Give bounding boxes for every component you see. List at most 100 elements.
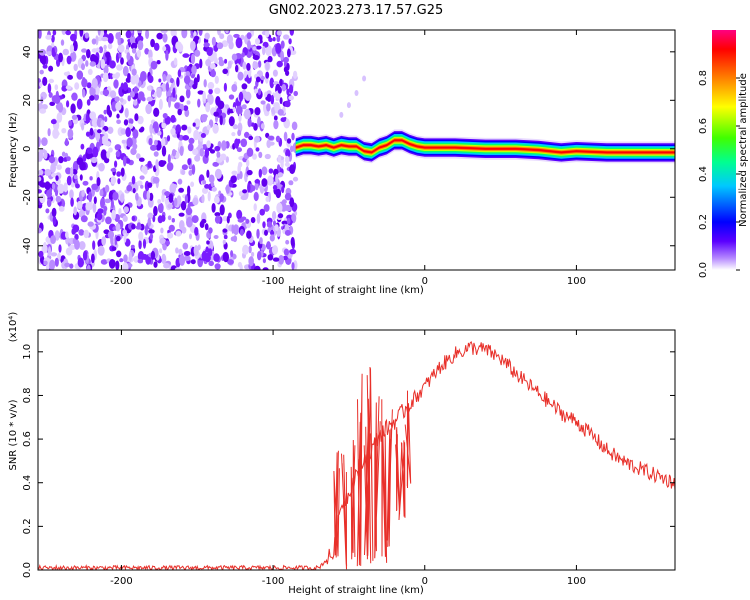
noise-speckle [108, 259, 116, 269]
noise-speckle [55, 195, 62, 203]
noise-speckle [272, 257, 280, 262]
noise-speckle [205, 59, 212, 67]
noise-speckle [142, 238, 147, 249]
noise-speckle [174, 197, 178, 207]
noise-speckle [275, 42, 282, 54]
noise-speckle [191, 65, 197, 75]
noise-speckle [253, 265, 261, 270]
noise-speckle [93, 196, 97, 204]
noise-speckle [80, 215, 88, 223]
noise-speckle [190, 259, 196, 265]
noise-speckle [148, 137, 153, 146]
noise-speckle [186, 100, 191, 105]
noise-speckle [116, 119, 121, 125]
noise-speckle [245, 218, 250, 224]
noise-speckle [286, 138, 292, 144]
noise-speckle [136, 180, 143, 186]
noise-speckle [254, 107, 261, 116]
noise-speckle [76, 98, 83, 110]
noise-speckle [231, 132, 236, 137]
noise-speckle [239, 264, 243, 270]
spectrogram-x-tick-label: -200 [110, 276, 133, 287]
noise-speckle [69, 263, 74, 269]
faint-trace-point [354, 90, 359, 97]
noise-speckle [129, 35, 136, 44]
noise-speckle [265, 196, 270, 202]
noise-speckle [98, 46, 104, 54]
noise-speckle [66, 156, 71, 162]
noise-speckle [147, 182, 153, 189]
noise-speckle [212, 123, 219, 134]
noise-speckle [246, 32, 252, 40]
noise-speckle [110, 199, 114, 209]
noise-speckle [70, 197, 74, 207]
noise-speckle [54, 189, 59, 197]
noise-speckle [289, 248, 297, 255]
noise-speckle [248, 256, 254, 267]
noise-speckle [97, 208, 104, 215]
noise-speckle [81, 63, 85, 71]
noise-speckle [182, 242, 189, 250]
noise-speckle [81, 48, 88, 53]
noise-speckle [70, 33, 77, 42]
noise-speckle [254, 38, 261, 45]
noise-speckle [125, 158, 131, 164]
noise-speckle [39, 69, 44, 75]
noise-speckle [116, 64, 123, 71]
noise-speckle [177, 69, 182, 78]
noise-speckle [190, 40, 196, 51]
noise-speckle [134, 74, 140, 85]
noise-speckle [221, 40, 229, 48]
noise-speckle [80, 143, 85, 150]
noise-speckle [247, 40, 251, 50]
noise-speckle [123, 119, 129, 126]
noise-speckle [248, 135, 254, 141]
noise-speckle [182, 53, 190, 58]
noise-speckle [51, 207, 57, 217]
noise-speckle [153, 261, 158, 268]
noise-speckle [233, 224, 239, 236]
noise-speckle [77, 257, 85, 268]
spectrogram-frame [37, 29, 676, 271]
noise-speckle [214, 263, 221, 270]
noise-speckle [87, 68, 93, 75]
snr-y-tick-label: 0.8 [22, 388, 33, 404]
noise-speckle [108, 147, 113, 153]
noise-speckle [168, 96, 171, 108]
noise-speckle [90, 156, 98, 164]
noise-speckle [91, 77, 98, 89]
noise-speckle [258, 168, 262, 178]
spectrogram-panel: -200 -100 0 100 40 20 0 -20 -40 Height of straig… [8, 29, 676, 296]
noise-speckle [208, 227, 213, 234]
noise-speckle [219, 193, 224, 202]
noise-speckle [211, 36, 216, 47]
noise-speckle [106, 150, 111, 159]
noise-speckle [161, 122, 167, 129]
noise-speckle [89, 127, 94, 136]
noise-speckle [266, 103, 271, 112]
noise-speckle [86, 49, 91, 59]
noise-speckle [121, 139, 126, 144]
noise-speckle [230, 250, 234, 258]
noise-speckle [123, 233, 127, 243]
noise-speckle [262, 45, 266, 56]
spectrogram-content [38, 30, 675, 270]
noise-speckle [48, 92, 53, 98]
noise-speckle [114, 144, 122, 151]
noise-speckle [212, 161, 219, 167]
noise-speckle [226, 215, 230, 224]
noise-speckle [252, 153, 257, 160]
noise-speckle [73, 174, 78, 180]
noise-speckle [213, 111, 219, 117]
noise-speckle [179, 254, 186, 266]
noise-speckle [250, 217, 256, 224]
noise-speckle [275, 173, 279, 184]
noise-speckle [201, 194, 205, 204]
noise-speckle [58, 52, 63, 63]
noise-speckle [266, 90, 272, 96]
noise-speckle [284, 204, 292, 212]
noise-speckle [50, 163, 56, 173]
noise-speckle [243, 108, 251, 120]
noise-speckle [235, 105, 243, 115]
noise-speckle [193, 245, 199, 257]
